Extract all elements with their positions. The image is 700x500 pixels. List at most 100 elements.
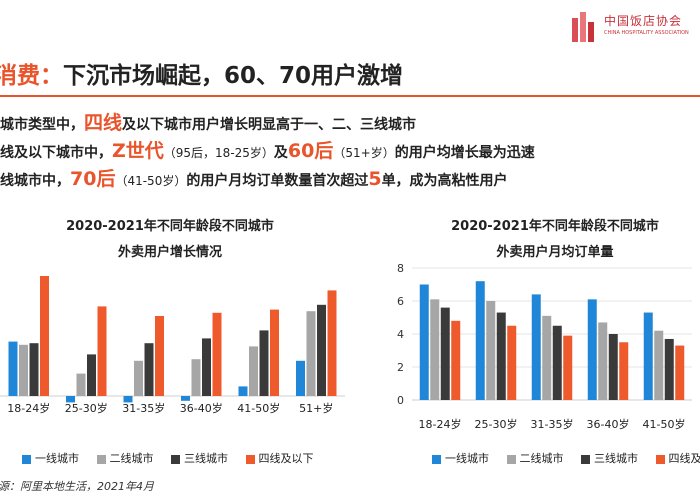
legend-swatch <box>171 454 180 464</box>
bar <box>317 304 326 396</box>
bullet-text: 的用户月均订单数量首次超过 <box>186 173 369 189</box>
legend-item: 二线城市 <box>506 450 564 466</box>
title-text: 下沉市场崛起，60、70用户激增 <box>63 63 404 89</box>
legend-item: 三线城市 <box>171 450 228 466</box>
title-divider <box>0 95 700 97</box>
bar <box>542 315 552 400</box>
legend-swatch <box>432 454 441 464</box>
bar <box>212 312 222 396</box>
bar <box>608 334 618 400</box>
y-tick-label: 8 <box>397 262 404 275</box>
legend-label: 一线城市 <box>35 452 79 465</box>
bar <box>66 396 75 403</box>
legend-label: 一线城市 <box>445 452 489 465</box>
bullet-highlight: Z世代 <box>112 140 164 162</box>
legend-label: 二线城市 <box>519 452 564 465</box>
x-tick-label: 18-24岁 <box>419 417 462 431</box>
bullet-line-1: 城市类型中，四线及以下城市用户增长明显高于一、二、三线城市 <box>0 108 416 135</box>
bar <box>87 354 96 396</box>
legend-label: 二线城市 <box>109 452 154 465</box>
legend-item: 一线城市 <box>22 450 79 466</box>
chart-1-title: 2020-2021年不同年龄段不同城市 <box>66 219 274 234</box>
bar <box>238 386 248 396</box>
x-tick-label: 41-50岁 <box>643 417 686 431</box>
legend-item: 二线城市 <box>96 450 154 466</box>
legend-item: 四线及以下 <box>655 450 700 466</box>
x-tick-label: 31-35岁 <box>122 401 165 415</box>
chart-1-growth: 18-24岁 25-30岁 31-35岁 36-40岁 41-50岁 51+岁 <box>0 276 345 415</box>
bullet-highlight: 70后 <box>70 168 116 190</box>
legend-item: 三线城市 <box>581 450 638 466</box>
bar <box>563 335 573 400</box>
chart-2-legend: 一线城市 二线城市 三线城市 四线及以下 <box>432 450 700 466</box>
bar <box>587 299 597 400</box>
logo-chinese-name: 中国饭店协会 <box>604 14 683 28</box>
bullet-highlight: 四线 <box>84 112 123 134</box>
bullet-note: （51+岁） <box>333 146 395 160</box>
x-tick-label: 18-24岁 <box>7 401 50 415</box>
bar <box>327 290 337 396</box>
bar <box>440 307 450 400</box>
bullet-text: 城市类型中， <box>0 117 84 133</box>
bar <box>496 312 506 400</box>
legend-swatch <box>96 454 106 464</box>
bar <box>419 284 429 400</box>
bullet-highlight: 60后 <box>287 140 334 162</box>
bullet-text: 单，成为高粘性用户 <box>381 173 508 189</box>
legend-swatch <box>581 454 590 464</box>
x-tick-label: 25-30岁 <box>475 417 518 431</box>
bar <box>270 309 279 396</box>
x-tick-label: 41-50岁 <box>237 401 280 415</box>
bar <box>249 346 258 396</box>
chart-1-legend: 一线城市 二线城市 三线城市 四线及以下 <box>22 450 328 466</box>
legend-swatch <box>655 454 665 464</box>
bullet-line-3: 线城市中，70后（41-50岁）的用户月均订单数量首次超过5单，成为高粘性用户 <box>0 164 508 191</box>
bar <box>486 301 496 400</box>
y-tick-label: 4 <box>397 328 404 341</box>
bar <box>654 330 664 400</box>
bar <box>155 316 164 396</box>
bar <box>643 312 653 400</box>
bar <box>19 344 28 396</box>
legend-label: 四线及以下 <box>258 452 314 465</box>
bar <box>8 341 18 396</box>
bullet-text: 线城市中， <box>0 173 70 189</box>
bullet-line-2: 线及以下城市中，Z世代（95后，18-25岁）及60后（51+岁）的用户均增长最… <box>0 136 535 163</box>
legend-label: 四线及以下 <box>668 452 700 465</box>
legend-swatch <box>245 454 255 464</box>
bar <box>259 330 269 396</box>
chart-1-subtitle: 外卖用户增长情况 <box>117 245 222 260</box>
bar <box>430 299 440 400</box>
bar <box>97 306 107 396</box>
logo-english-name: CHINA HOSPITALITY ASSOCIATION <box>604 30 689 36</box>
bar <box>144 343 154 396</box>
bullet-highlight: 5 <box>368 168 382 190</box>
bar <box>619 342 629 400</box>
bar <box>29 343 39 396</box>
bullet-note: （41-50岁） <box>115 174 187 188</box>
source-note: 源：阿里本地生活，2021年4月 <box>0 480 154 493</box>
y-tick-label: 0 <box>397 394 404 407</box>
bar <box>134 360 143 396</box>
bullet-note: （95后，18-25岁） <box>163 146 274 160</box>
chart-2-monthly-orders: 0 2 4 6 8 18-24岁 25-30岁 31-35岁 36-40岁 41-50岁 <box>397 262 692 431</box>
bar <box>191 359 201 396</box>
bar <box>451 320 461 400</box>
bar <box>664 338 674 400</box>
bar <box>675 345 685 400</box>
bullet-text: 及 <box>273 145 288 161</box>
x-tick-label: 36-40岁 <box>180 401 223 415</box>
chart-2-title: 2020-2021年不同年龄段不同城市 <box>451 219 659 234</box>
legend-item: 一线城市 <box>432 450 489 466</box>
bar <box>475 281 485 400</box>
bar <box>552 325 562 400</box>
legend-label: 三线城市 <box>594 452 638 465</box>
y-tick-label: 6 <box>397 295 404 308</box>
x-tick-label: 51+岁 <box>299 401 333 415</box>
legend-label: 三线城市 <box>184 452 228 465</box>
logo-icon <box>572 12 594 42</box>
bullet-text: 的用户均增长最为迅速 <box>394 145 535 161</box>
bar <box>181 396 190 401</box>
association-logo: 中国饭店协会 CHINA HOSPITALITY ASSOCIATION <box>568 6 700 46</box>
bullet-text: 线及以下城市中， <box>0 145 112 161</box>
